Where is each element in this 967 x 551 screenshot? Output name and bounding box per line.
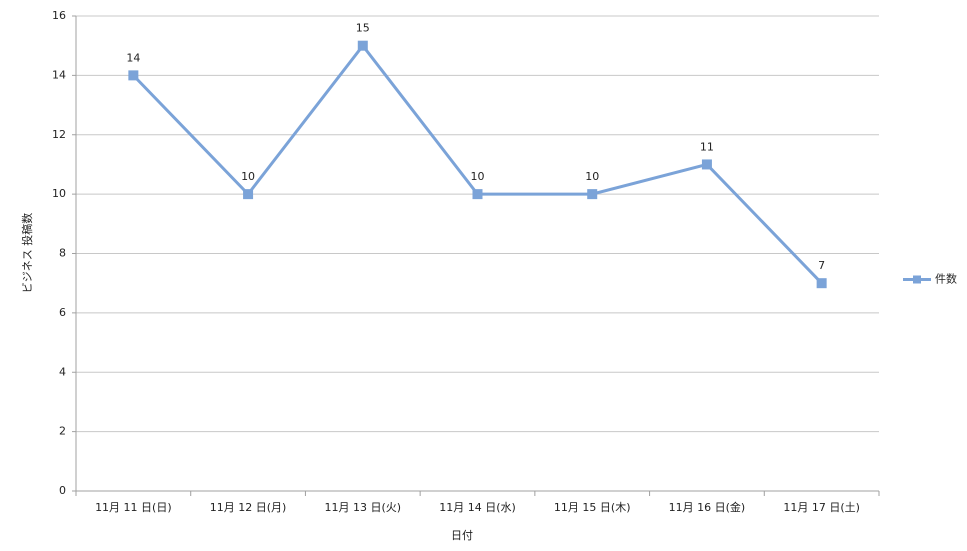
- x-tick-label: 11月 12 日(月): [210, 501, 287, 514]
- y-tick-label: 12: [52, 128, 66, 141]
- point-marker: [243, 189, 254, 200]
- x-tick-label: 11月 16 日(金): [669, 500, 746, 514]
- point-marker: [587, 189, 598, 200]
- point-marker: [128, 70, 139, 81]
- series-line: [132, 43, 823, 285]
- legend-marker: [913, 275, 921, 284]
- y-tick-label: 2: [59, 425, 66, 438]
- x-tick-label: 11月 13 日(火): [324, 501, 401, 514]
- y-tick-label: 6: [59, 306, 66, 319]
- point-marker: [701, 159, 712, 170]
- data-label: 14: [126, 51, 140, 64]
- y-tick-label: 10: [52, 187, 66, 200]
- y-tick-label: 16: [52, 9, 66, 22]
- data-label: 10: [585, 170, 599, 183]
- legend-label: 件数: [935, 273, 957, 286]
- point-marker: [357, 40, 368, 51]
- data-label: 15: [356, 22, 370, 35]
- point-marker: [472, 189, 483, 200]
- y-tick-label: 14: [52, 68, 66, 81]
- x-tick-label: 11月 15 日(木): [554, 501, 631, 514]
- data-label: 11: [700, 140, 714, 153]
- y-tick-label: 0: [59, 484, 66, 497]
- y-tick-label: 8: [59, 247, 66, 260]
- data-label: 10: [471, 170, 485, 183]
- x-tick-label: 11月 14 日(水): [439, 501, 516, 514]
- y-tick-label: 4: [59, 365, 66, 378]
- y-axis-label: ビジネス 投稿数: [20, 213, 34, 294]
- x-axis-label: 日付: [451, 529, 473, 542]
- point-marker: [816, 278, 827, 289]
- data-label: 10: [241, 170, 255, 183]
- data-label: 7: [818, 259, 825, 272]
- x-tick-label: 11月 11 日(日): [95, 501, 172, 514]
- x-tick-label: 11月 17 日(土): [783, 501, 860, 514]
